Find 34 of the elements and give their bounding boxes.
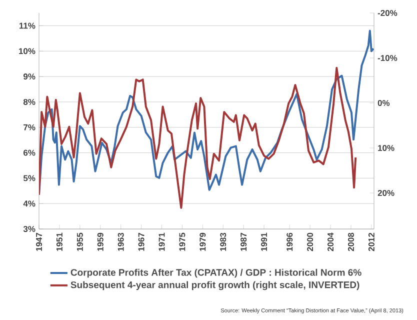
y2-tick-label: -20%: [378, 10, 398, 16]
x-tick-label: 1971: [158, 232, 165, 251]
legend-label: Subsequent 4-year annual profit growth (right scale, INVERTED): [70, 281, 360, 290]
x-tick-label: 1959: [97, 232, 104, 251]
x-tick-label: 1975: [179, 232, 186, 251]
x-tick-label: 1947: [36, 232, 42, 251]
y-tick-label: 4%: [23, 200, 36, 207]
y-tick-label: 11%: [19, 22, 36, 29]
y2-tick-label: 0%: [378, 100, 390, 106]
x-tick-label: 1963: [118, 232, 124, 251]
x-tick-label: 1955: [76, 232, 83, 251]
y-tick-label: 10%: [18, 48, 36, 54]
y-tick-label: 5%: [23, 175, 36, 182]
x-tick-label: 2004: [328, 232, 334, 252]
y2-tick-label: 20%: [378, 190, 394, 196]
y-tick-label: 3%: [23, 226, 36, 232]
x-tick-label: 2012: [368, 232, 374, 252]
x-tick-label: 2008: [348, 232, 354, 252]
y-tick-label: 6%: [24, 150, 36, 156]
x-tick-label: 1951: [56, 232, 62, 251]
y-tick-label: 8%: [23, 98, 36, 105]
x-tick-label: 1996: [286, 232, 293, 251]
y2-tick-label: 10%: [378, 144, 394, 151]
y-tick-label: 9%: [23, 74, 36, 80]
x-tick-label: 1987: [240, 232, 247, 251]
x-tick-label: 1991: [261, 232, 268, 251]
x-tick-label: 2000: [307, 232, 314, 252]
y-tick-label: 7%: [24, 124, 36, 130]
x-tick-label: 1967: [138, 232, 144, 251]
y2-tick-label: -10%: [378, 54, 398, 61]
x-tick-label: 1979: [200, 232, 206, 251]
line-series: [39, 66, 357, 209]
legend-label: Corporate Profits After Tax (CPATAX) / GDP : Historical Norm 6%: [70, 268, 362, 278]
x-tick-label: 1983: [220, 232, 226, 251]
